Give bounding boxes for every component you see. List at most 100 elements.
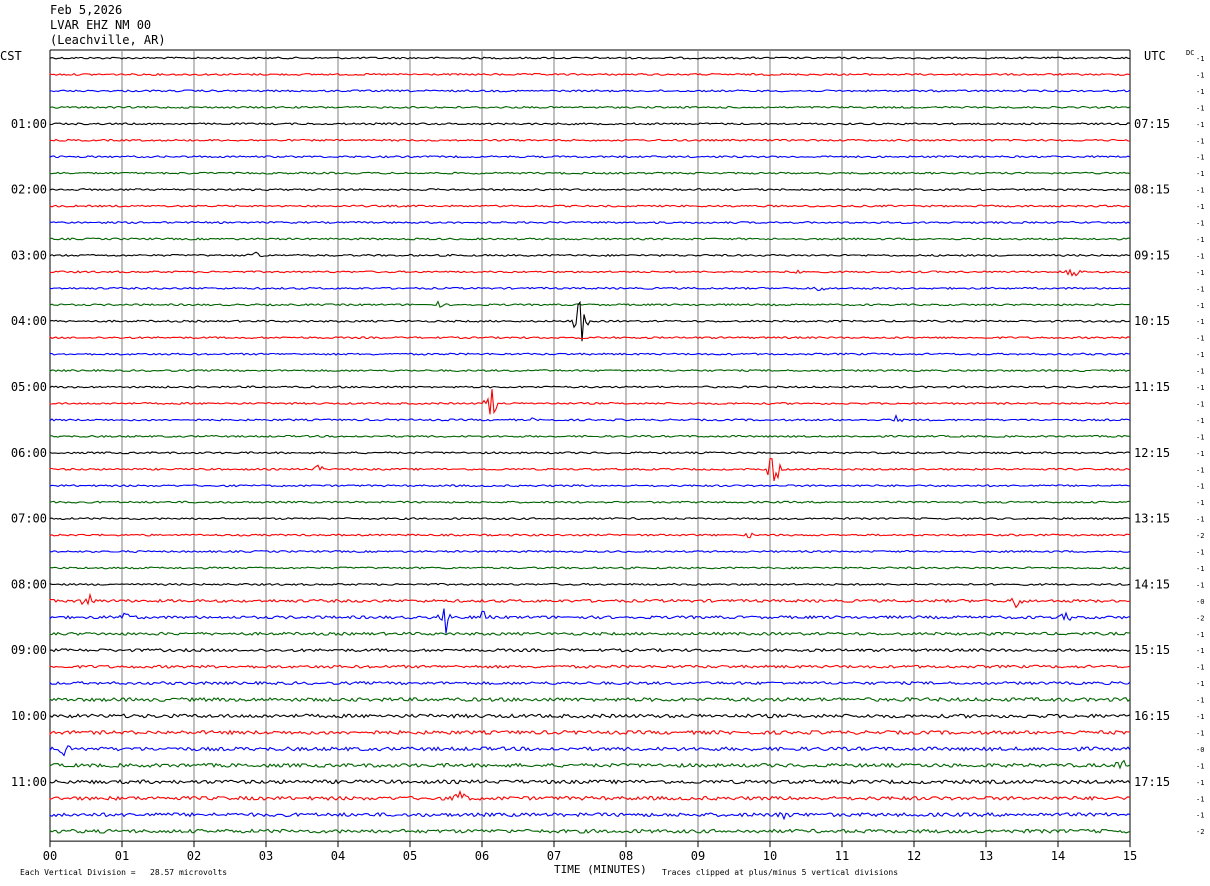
- dc-offset-label: -1: [1196, 302, 1204, 310]
- cst-label: CST: [0, 49, 22, 63]
- utc-time-label: 16:15: [1134, 709, 1170, 723]
- dc-offset-label: -1: [1196, 203, 1204, 211]
- dc-offset-label: -1: [1196, 104, 1204, 112]
- x-tick-label: 09: [691, 849, 705, 863]
- x-tick-label: 08: [619, 849, 633, 863]
- x-tick-label: 07: [547, 849, 561, 863]
- minute-grid: [49, 49, 1131, 842]
- dc-offset-label: -2: [1196, 614, 1204, 622]
- dc-offset-label: -1: [1196, 779, 1204, 787]
- seismic-trace-line: [49, 122, 1131, 126]
- dc-offset-label: -1: [1196, 631, 1204, 639]
- seismic-trace-line: [49, 789, 1131, 802]
- cst-time-label: 04:00: [11, 314, 47, 328]
- dc-offset-label: -1: [1196, 154, 1204, 162]
- dc-offset-label: -0: [1196, 746, 1204, 754]
- seismic-trace-line: [49, 779, 1131, 785]
- seismic-trace-line: [49, 286, 1131, 292]
- seismic-trace-line: [49, 500, 1131, 504]
- utc-time-label: 15:15: [1134, 643, 1170, 657]
- seismic-trace-line: [49, 828, 1131, 834]
- seismic-trace-line: [49, 647, 1131, 653]
- seismic-traces: [49, 56, 1131, 834]
- dc-offset-label: -2: [1196, 828, 1204, 836]
- x-tick-label: 02: [187, 849, 201, 863]
- dc-offset-label: -1: [1196, 335, 1204, 343]
- seismic-trace-line: [49, 582, 1131, 586]
- seismic-trace-line: [49, 745, 1131, 757]
- seismic-trace-line: [49, 268, 1131, 277]
- header-station: LVAR EHZ NM 00: [50, 18, 152, 32]
- cst-time-label: 07:00: [11, 512, 47, 526]
- seismic-trace-line: [49, 696, 1131, 703]
- dc-offset-label: -1: [1196, 762, 1204, 770]
- seismic-trace-line: [49, 56, 1131, 60]
- seismic-trace-line: [49, 680, 1131, 686]
- dc-offset-label: -1: [1196, 812, 1204, 820]
- utc-time-labels: 07:15 08:15 09:15 10:15 11:15 12:15 13:15 14:15…: [1134, 117, 1170, 789]
- x-tick-label: 12: [907, 849, 921, 863]
- dc-offset-label: -1: [1196, 729, 1204, 737]
- scale-note: Each Vertical Division = 28.57 microvolt…: [20, 868, 228, 877]
- seismic-trace-line: [49, 220, 1131, 225]
- cst-time-label: 01:00: [11, 117, 47, 131]
- utc-time-label: 09:15: [1134, 248, 1170, 262]
- seismic-trace-line: [49, 171, 1131, 175]
- seismic-trace-line: [49, 335, 1131, 340]
- dc-offset-label: -1: [1196, 565, 1204, 573]
- x-tick-label: 15: [1123, 849, 1137, 863]
- cst-time-labels: 01:00 02:00 03:00 04:00 05:00 06:00 07:00 08:00…: [11, 117, 47, 789]
- seismic-trace-line: [49, 484, 1131, 488]
- dc-offset-label: -1: [1196, 252, 1204, 260]
- seismic-trace-line: [49, 105, 1131, 109]
- dc-offset-labels: -1 -1 -1 -1 -1 -1 -1 -1 -1 -1 -1 -1 -1 -1 -1 -1 -1 -1 -1 -1…: [1196, 55, 1204, 836]
- dc-offset-label: -2: [1196, 532, 1204, 540]
- seismic-trace-line: [49, 414, 1131, 423]
- cst-time-label: 06:00: [11, 446, 47, 460]
- dc-offset-label: -1: [1196, 549, 1204, 557]
- seismic-trace-line: [49, 138, 1130, 142]
- dc-offset-label: -1: [1196, 187, 1204, 195]
- dc-offset-label: -1: [1196, 351, 1204, 359]
- dc-offset-label: -1: [1196, 88, 1204, 96]
- utc-time-label: 07:15: [1134, 117, 1170, 131]
- dc-offset-label: -1: [1196, 121, 1204, 129]
- utc-label: UTC: [1144, 49, 1166, 63]
- x-axis-ticks: 00 01 02 03 04 05 06 07 08 09 10 11 12 13 14 15: [43, 841, 1137, 863]
- dc-offset-label: -1: [1196, 483, 1204, 491]
- dc-offset-label: -1: [1196, 466, 1204, 474]
- seismic-trace-line: [49, 72, 1131, 77]
- x-tick-label: 01: [115, 849, 129, 863]
- seismic-trace-line: [49, 811, 1131, 821]
- seismic-trace-line: [49, 713, 1131, 719]
- utc-time-label: 08:15: [1134, 183, 1170, 197]
- x-axis-title: TIME (MINUTES): [554, 863, 647, 876]
- seismic-trace-line: [49, 300, 1131, 308]
- seismic-trace-line: [49, 89, 1131, 93]
- seismic-trace-line: [49, 532, 1131, 539]
- dc-offset-label: -1: [1196, 433, 1204, 441]
- header-location: (Leachville, AR): [50, 33, 166, 47]
- dc-offset-label: -1: [1196, 680, 1204, 688]
- header-date: Feb 5,2026: [50, 3, 123, 17]
- cst-time-label: 05:00: [11, 380, 47, 394]
- seismic-trace-line: [49, 729, 1131, 736]
- seismic-trace-line: [49, 664, 1131, 669]
- seismic-trace-line: [49, 517, 1131, 521]
- x-tick-label: 13: [979, 849, 993, 863]
- seismic-trace-line: [49, 155, 1131, 159]
- seismic-trace-line: [49, 457, 1131, 482]
- seismic-trace-line: [49, 566, 1131, 570]
- dc-offset-label: -1: [1196, 368, 1204, 376]
- dc-offset-label: -1: [1196, 697, 1204, 705]
- seismic-trace-line: [49, 434, 1131, 438]
- seismic-trace-line: [49, 237, 1131, 241]
- x-tick-label: 05: [403, 849, 417, 863]
- seismic-trace-line: [49, 608, 1131, 634]
- seismic-trace-line: [49, 631, 1131, 636]
- seismic-trace-line: [49, 251, 1131, 258]
- dc-offset-label: -1: [1196, 269, 1204, 277]
- x-tick-label: 00: [43, 849, 57, 863]
- dc-offset-label: -1: [1196, 236, 1204, 244]
